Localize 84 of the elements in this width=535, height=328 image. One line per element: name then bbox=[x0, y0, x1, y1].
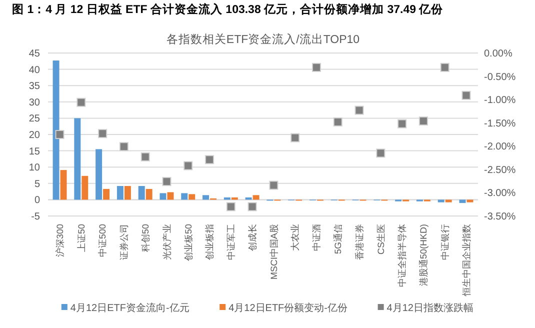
point bbox=[462, 90, 471, 100]
bar bbox=[96, 149, 102, 200]
point bbox=[119, 142, 128, 152]
bar bbox=[146, 188, 152, 200]
x-tick-label: 中证500 bbox=[98, 224, 108, 258]
x-tick-label: 大农业 bbox=[290, 224, 300, 251]
bar bbox=[202, 195, 210, 200]
legend-label: 4月12日ETF份额变动-亿份 bbox=[228, 302, 348, 314]
point bbox=[248, 202, 257, 212]
y-tick-label: -5 bbox=[31, 212, 40, 222]
x-tick-label: 沪深300 bbox=[54, 224, 65, 258]
y-tick-label: 5 bbox=[34, 178, 40, 190]
point bbox=[162, 177, 172, 186]
point bbox=[98, 129, 108, 138]
bar bbox=[138, 186, 145, 200]
x-tick-label: 创业板50 bbox=[183, 224, 194, 262]
x-tick-label: 上证50 bbox=[76, 224, 86, 252]
y-tick-label: 30 bbox=[28, 97, 40, 108]
bar bbox=[459, 200, 466, 203]
point bbox=[354, 106, 364, 115]
bar bbox=[167, 192, 174, 200]
y-tick-label: 40 bbox=[28, 64, 40, 76]
x-tick-label: 5G通信 bbox=[333, 224, 344, 254]
point bbox=[205, 155, 214, 164]
x-tick-label: 科创50 bbox=[140, 224, 150, 252]
bar bbox=[466, 200, 474, 202]
point bbox=[333, 117, 342, 126]
x-tick-label: 中证酒 bbox=[312, 224, 322, 251]
y2-tick-label: -2.50% bbox=[484, 164, 516, 176]
bar bbox=[82, 176, 88, 200]
x-tick-label: 证券公司 bbox=[119, 224, 130, 260]
point bbox=[226, 202, 236, 212]
point bbox=[184, 161, 193, 170]
point bbox=[312, 62, 321, 72]
caption: 图 1：4 月 12 日权益 ETF 合计资金流入 103.38 亿元，合计份额净增加 37.49 亿份 bbox=[12, 2, 444, 16]
bar bbox=[252, 195, 260, 200]
x-tick-label: 创成长 bbox=[247, 224, 258, 251]
bar bbox=[74, 118, 81, 200]
point bbox=[290, 133, 300, 142]
y2-tick-label: -0.50% bbox=[484, 72, 516, 83]
point bbox=[140, 152, 150, 162]
point bbox=[55, 130, 64, 139]
x-tick-label: CS生医 bbox=[376, 224, 386, 255]
point bbox=[440, 62, 450, 72]
x-tick-label: 中证全指半导体 bbox=[397, 224, 408, 287]
x-tick-label: MSCI中国A股 bbox=[268, 224, 279, 280]
point bbox=[376, 148, 386, 158]
bar bbox=[188, 194, 196, 200]
y-tick-label: 35 bbox=[28, 81, 40, 92]
x-tick-label: 光伏产业 bbox=[162, 224, 172, 260]
y2-tick-label: -1.00% bbox=[484, 95, 516, 106]
bar bbox=[103, 188, 110, 200]
bar bbox=[60, 170, 67, 200]
legend-label: 4月12日指数涨跌幅 bbox=[386, 302, 474, 314]
y-tick-label: 15 bbox=[28, 146, 40, 158]
bar bbox=[124, 186, 131, 200]
y-tick-label: 10 bbox=[28, 162, 40, 174]
y2-tick-label: -1.50% bbox=[484, 118, 516, 130]
bar bbox=[160, 193, 166, 200]
y2-tick-label: 0.00% bbox=[484, 48, 512, 60]
point bbox=[269, 180, 278, 190]
y-tick-label: 0 bbox=[34, 195, 40, 206]
y-tick-label: 45 bbox=[28, 48, 40, 60]
y-tick-label: 25 bbox=[28, 114, 40, 125]
x-tick-label: 创业板指 bbox=[204, 224, 215, 260]
x-tick-label: 恒生中国企业指数 bbox=[461, 224, 472, 297]
point bbox=[418, 116, 428, 126]
legend-label: 4月12日ETF资金流向-亿元 bbox=[70, 302, 190, 314]
bar bbox=[52, 60, 60, 200]
x-tick-label: 港股通50(HKD) bbox=[418, 224, 429, 286]
y2-tick-label: -2.00% bbox=[484, 142, 516, 153]
x-tick-label: 中证银行 bbox=[440, 224, 450, 260]
y2-tick-label: -3.50% bbox=[484, 212, 516, 222]
bar bbox=[181, 193, 188, 200]
chart-title: 各指数相关ETF资金流入/流出TOP10 bbox=[166, 32, 360, 46]
point bbox=[398, 119, 407, 128]
bar bbox=[438, 200, 444, 202]
bar bbox=[116, 186, 124, 200]
x-tick-label: 香港证券 bbox=[354, 224, 364, 260]
point bbox=[76, 98, 86, 107]
bar bbox=[445, 200, 452, 202]
y-tick-label: 20 bbox=[28, 130, 40, 141]
x-tick-label: 中证军工 bbox=[226, 224, 236, 260]
y2-tick-label: -3.00% bbox=[484, 188, 516, 200]
